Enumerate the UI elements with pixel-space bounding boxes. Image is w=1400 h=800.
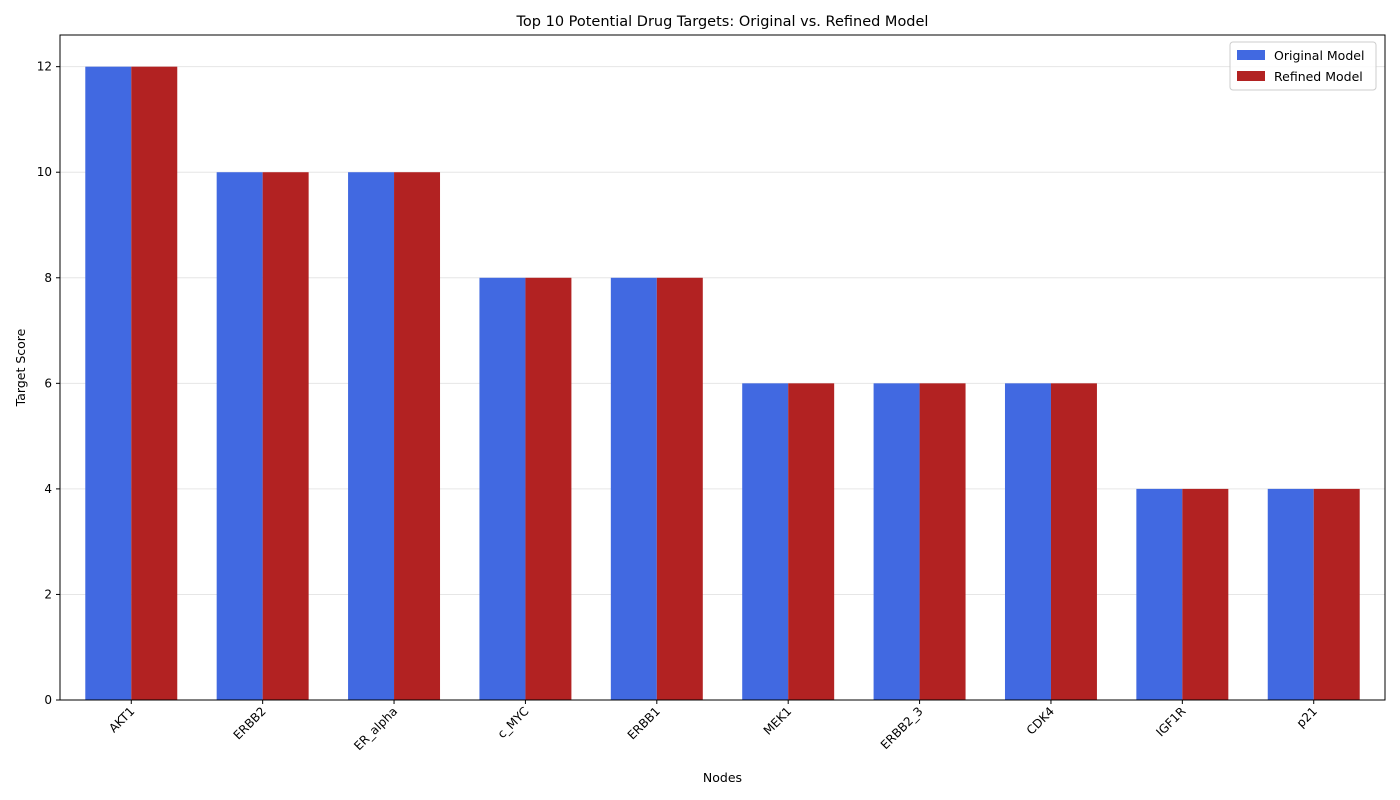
legend-box [1229,41,1377,91]
x-tick-label: ERBB2_3 [878,704,926,752]
y-tick-label: 10 [37,165,52,179]
legend-swatch [1237,50,1265,60]
bar-original-model-igf1r [1136,488,1183,700]
bar-original-model-cdk4 [1004,383,1051,700]
bar-original-model-er_alpha [348,172,395,700]
x-tick-label: ER_alpha [351,704,400,753]
x-tick-label: ERBB2 [231,704,269,742]
y-tick-label: 8 [44,271,52,285]
bar-refined-model-cdk4 [1050,383,1097,700]
bar-refined-model-erbb1 [656,277,703,700]
legend-label: Refined Model [1274,69,1363,84]
x-tick-label: CDK4 [1024,704,1057,737]
bar-original-model-erbb1 [610,277,657,700]
x-tick-label: IGF1R [1153,704,1188,739]
bar-refined-model-akt1 [131,66,178,700]
y-axis-ticks: 0 2 4 6 8 10 12 [37,60,60,707]
bar-refined-model-p21 [1313,488,1360,700]
bar-refined-model-c_myc [525,277,572,700]
bar-refined-model-mek1 [788,383,835,700]
y-tick-label: 6 [44,376,52,390]
bar-refined-model-erbb2 [262,172,309,700]
y-axis-label: Target Score [13,328,28,407]
legend-swatch [1237,71,1265,81]
y-tick-label: 12 [37,60,52,74]
y-tick-label: 0 [44,693,52,707]
bar-original-model-akt1 [85,66,132,700]
bar-refined-model-erbb2_3 [919,383,966,700]
legend-label: Original Model [1274,48,1364,63]
x-axis-ticks: AKT1 ERBB2 ER_alpha c_MYC ERBB1 MEK1 ERBB2_3 CD… [106,700,1320,753]
x-tick-label: c_MYC [495,704,532,741]
plot-frame [59,34,1386,701]
bar-original-model-erbb2_3 [873,383,920,700]
bar-original-model-mek1 [742,383,789,700]
bar-original-model-c_myc [479,277,526,700]
x-tick-label: AKT1 [106,704,137,735]
bar-refined-model-igf1r [1182,488,1229,700]
x-tick-label: MEK1 [761,704,795,738]
x-axis-label: Nodes [703,770,742,785]
y-tick-label: 4 [44,482,52,496]
x-tick-label: p21 [1294,704,1320,730]
bar-original-model-erbb2 [216,172,263,700]
chart-title: Top 10 Potential Drug Targets: Original … [516,14,929,30]
x-tick-label: ERBB1 [625,704,663,742]
y-tick-label: 2 [44,587,52,601]
bar-refined-model-er_alpha [394,172,441,700]
bars [85,66,1360,700]
bar-original-model-p21 [1267,488,1314,700]
legend: Original Model Refined Model [1229,41,1377,91]
